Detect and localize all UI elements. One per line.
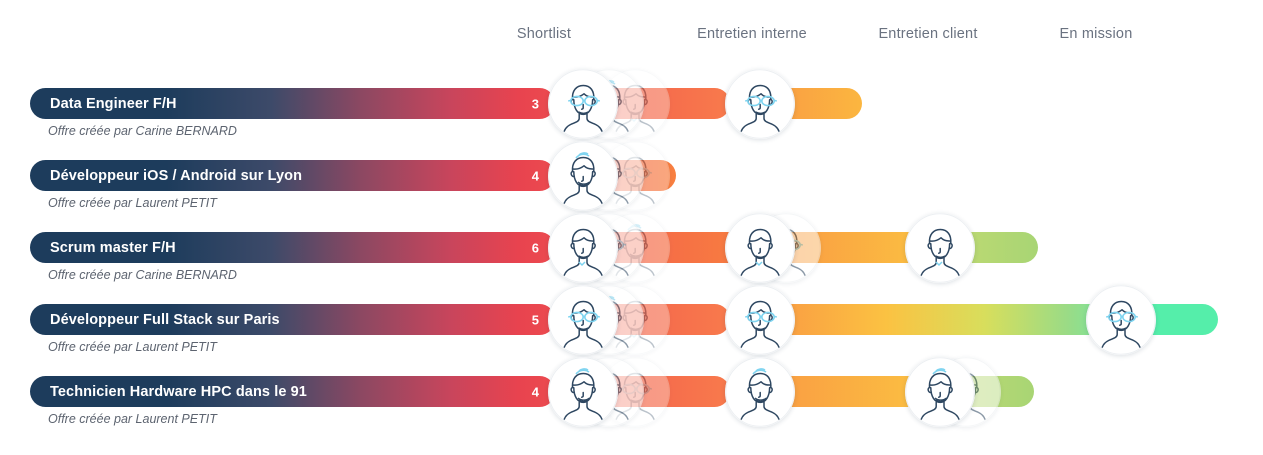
- offer-title: Data Engineer F/H: [50, 95, 177, 112]
- offer-author: Offre créée par Laurent PETIT: [48, 196, 217, 210]
- avatar-stack-entretien-interne[interactable]: [725, 69, 795, 139]
- avatar-stack-shortlist[interactable]: [548, 69, 670, 139]
- avatar-stack-shortlist[interactable]: [548, 141, 670, 211]
- offer-title: Développeur iOS / Android sur Lyon: [50, 167, 303, 184]
- avatar[interactable]: [905, 213, 975, 283]
- column-header-en-mission: En mission: [1059, 26, 1133, 42]
- offer-row: Développeur iOS / Android sur Lyon 4 Offre…: [0, 141, 1263, 232]
- offer-row: 1 Data Engineer F/H 3 Offre créée par Carin…: [0, 69, 1263, 160]
- stage-count-entretien-interne: 1: [877, 260, 885, 276]
- stage-count-shortlist: 1: [697, 116, 705, 132]
- avatar[interactable]: [548, 69, 618, 139]
- column-header-shortlist: Shortlist: [516, 26, 572, 42]
- stage-count-shortlist: 1: [697, 404, 705, 420]
- offer-row: 1 2 Technicien Hardware HPC dans le 91 4 Off…: [0, 357, 1263, 448]
- offer-title: Scrum master F/H: [50, 239, 176, 256]
- avatar-stack-shortlist[interactable]: [548, 213, 670, 283]
- offer-author: Offre créée par Carine BERNARD: [48, 124, 237, 138]
- avatar-stack-entretien-client[interactable]: [905, 213, 975, 283]
- avatar[interactable]: [548, 285, 618, 355]
- avatar-stack-shortlist[interactable]: [548, 357, 670, 427]
- avatar-stack-entretien-client[interactable]: [905, 357, 1001, 427]
- avatar[interactable]: [548, 357, 618, 427]
- offer-pill[interactable]: Data Engineer F/H 3: [30, 88, 555, 119]
- avatar[interactable]: [725, 357, 795, 427]
- offer-pill[interactable]: Technicien Hardware HPC dans le 91 4: [30, 376, 555, 407]
- stage-count-shortlist: 1: [697, 332, 705, 348]
- offer-pill[interactable]: Développeur iOS / Android sur Lyon 4: [30, 160, 555, 191]
- stage-count-shortlist: 2: [697, 260, 705, 276]
- avatar-stack-entretien-interne[interactable]: [725, 285, 795, 355]
- offer-author: Offre créée par Laurent PETIT: [48, 340, 217, 354]
- offer-candidate-count: 4: [531, 384, 539, 399]
- offer-author: Offre créée par Carine BERNARD: [48, 268, 237, 282]
- avatar-stack-entretien-interne[interactable]: [725, 213, 821, 283]
- avatar[interactable]: [1086, 285, 1156, 355]
- avatar-stack-shortlist[interactable]: [548, 285, 670, 355]
- stage-count-entretien-interne: 1: [1060, 332, 1068, 348]
- avatar-stack-entretien-interne[interactable]: [725, 357, 795, 427]
- avatar-stack-en-mission[interactable]: [1086, 285, 1156, 355]
- offer-candidate-count: 6: [531, 240, 539, 255]
- stage-count-entretien-interne: 2: [877, 404, 885, 420]
- avatar[interactable]: [725, 213, 795, 283]
- offer-candidate-count: 3: [531, 96, 539, 111]
- avatar[interactable]: [725, 69, 795, 139]
- offer-candidate-count: 4: [531, 168, 539, 183]
- avatar[interactable]: [905, 357, 975, 427]
- offer-candidate-count: 5: [531, 312, 539, 327]
- avatar[interactable]: [548, 213, 618, 283]
- stage-bar-entretien-interne[interactable]: [760, 304, 1122, 335]
- offer-title: Développeur Full Stack sur Paris: [50, 311, 280, 328]
- avatar[interactable]: [725, 285, 795, 355]
- avatar[interactable]: [548, 141, 618, 211]
- offer-row: 2 1 Scrum master F/H 6 Offre créée par Carin…: [0, 213, 1263, 304]
- column-header-entretien-interne: Entretien interne: [697, 26, 807, 42]
- offer-pill[interactable]: Développeur Full Stack sur Paris 5: [30, 304, 555, 335]
- offer-title: Technicien Hardware HPC dans le 91: [50, 383, 307, 400]
- offer-pill[interactable]: Scrum master F/H 6: [30, 232, 555, 263]
- column-header-entretien-client: Entretien client: [878, 26, 978, 42]
- offer-author: Offre créée par Laurent PETIT: [48, 412, 217, 426]
- offer-row: 1 1 Développeur Full Stack sur Paris 5 Offre…: [0, 285, 1263, 376]
